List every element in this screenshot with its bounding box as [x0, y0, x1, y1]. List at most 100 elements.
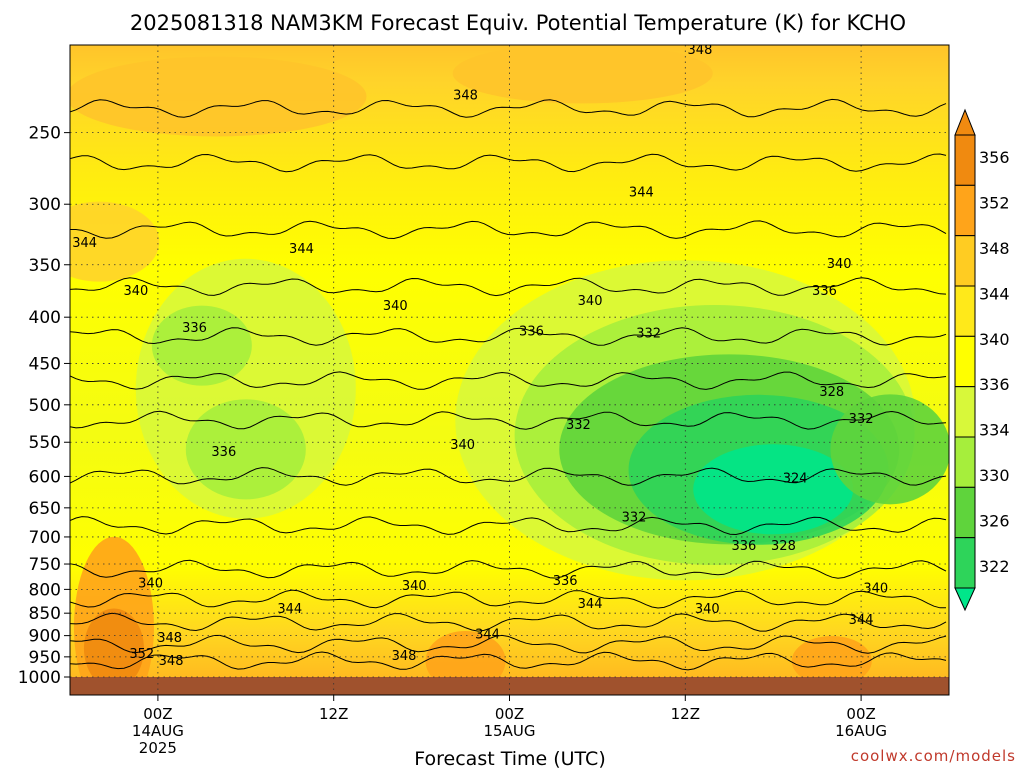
colorbar-extend-top: [954, 108, 976, 136]
y-tick-label: 250: [29, 124, 61, 144]
y-tick-label: 400: [29, 308, 61, 328]
contour-label: 336: [731, 539, 756, 554]
x-axis-label: Forecast Time (UTC): [414, 748, 605, 768]
contour-label: 328: [771, 539, 796, 554]
y-tick-label: 700: [29, 528, 61, 548]
y-tick-label: 350: [29, 256, 61, 276]
contour-label: 348: [392, 649, 417, 664]
plot-area: 348 348 344 344 344 340 340 336 340 340 336 336 332 3…: [70, 45, 949, 695]
contour-label: 332: [636, 326, 661, 341]
contour-line: [70, 516, 947, 536]
contour-line: [70, 371, 947, 390]
contour-line: [70, 612, 947, 632]
contour-label: 344: [277, 602, 302, 617]
y-tick-label: 650: [29, 499, 61, 519]
x-tick-label: 14AUG: [132, 722, 184, 740]
contour-label: 332: [849, 412, 874, 427]
colorbar: 356 352 348 344 340 336 334 330 326 322: [954, 108, 1010, 612]
y-tick-label: 900: [29, 627, 61, 647]
y-tick-label: 500: [29, 396, 61, 416]
x-tick-label: 2025: [139, 739, 177, 757]
colorbar-label: 356: [979, 148, 1010, 167]
colorbar-extend-bottom: [954, 587, 976, 612]
contour-label: 340: [450, 438, 475, 453]
contour-label: 340: [827, 257, 852, 272]
x-tick-label: 00Z: [143, 705, 172, 723]
contour-label: 344: [475, 628, 500, 643]
field-region-13: [70, 56, 367, 137]
colorbar-label: 334: [979, 421, 1010, 440]
y-tick-label: 750: [29, 555, 61, 575]
contour-line: [70, 589, 946, 609]
field-region-1: [151, 305, 252, 386]
contour-label: 352: [129, 647, 154, 662]
field-region-15: [70, 201, 160, 282]
contour-label: 340: [383, 299, 408, 314]
contour-label: 340: [124, 284, 149, 299]
y-tick-label: 300: [29, 195, 61, 215]
contour-label: 340: [695, 602, 720, 617]
colorbar-segment: [954, 386, 976, 438]
colorbar-label: 352: [979, 193, 1010, 212]
colorbar-label: 330: [979, 466, 1010, 485]
contour-label: 344: [578, 597, 603, 612]
contour-label: 332: [566, 418, 591, 433]
y-axis: 250 300 350 400 450 500 550 600 650 700 750 800 850 9…: [18, 124, 70, 688]
contour-label: 344: [849, 613, 874, 628]
contour-line: [70, 220, 947, 240]
contour-label: 332: [622, 511, 647, 526]
colorbar-label: 340: [979, 330, 1010, 349]
contour-label: 336: [211, 445, 236, 460]
contour-label: 344: [289, 242, 314, 257]
contour-label: 340: [863, 581, 888, 596]
field-region-7: [693, 444, 854, 535]
contour-line: [70, 559, 947, 579]
x-tick-label: 16AUG: [835, 722, 887, 740]
colorbar-segment: [954, 335, 976, 388]
x-tick-label: 15AUG: [484, 722, 536, 740]
field-region-10: [83, 608, 144, 689]
y-tick-label: 850: [29, 604, 61, 624]
x-tick-label: 00Z: [846, 705, 875, 723]
contour-label: 344: [72, 236, 97, 251]
contour-line: [70, 327, 947, 346]
colorbar-label: 322: [979, 557, 1010, 576]
colorbar-segment: [954, 235, 976, 287]
y-tick-label: 950: [29, 648, 61, 668]
contour-label: 348: [453, 88, 478, 103]
contour-label: 336: [553, 574, 578, 589]
y-tick-label: 800: [29, 580, 61, 600]
contour-label: 336: [812, 284, 837, 299]
contour-label: 340: [578, 294, 603, 309]
contour-line: [70, 153, 947, 173]
colorbar-label: 326: [979, 512, 1010, 531]
colorbar-segment: [954, 537, 976, 589]
chart-title: 2025081318 NAM3KM Forecast Equiv. Potent…: [130, 11, 906, 35]
gridlines: [70, 45, 949, 695]
y-tick-label: 550: [29, 433, 61, 453]
colorbar-segment: [954, 436, 976, 488]
colorbar-segment: [954, 486, 976, 539]
contour-line: [70, 98, 947, 118]
field-region-8: [830, 394, 949, 505]
contour-labels: 348 348 344 344 344 340 340 336 340 340 336 336 332 3…: [72, 45, 888, 669]
colorbar-segment: [954, 285, 976, 337]
y-tick-label: 450: [29, 354, 61, 374]
contour-label: 348: [157, 631, 182, 646]
contour-label: 328: [819, 385, 844, 400]
colorbar-label: 348: [979, 239, 1010, 258]
contour-label: 324: [783, 472, 808, 487]
contour-label: 336: [519, 325, 544, 340]
contour-line: [70, 634, 947, 654]
contour-label: 344: [629, 186, 654, 201]
x-tick-label: 12Z: [319, 705, 348, 723]
colorbar-segment: [954, 184, 976, 237]
contour-label: 340: [402, 579, 427, 594]
contour-label: 340: [138, 576, 163, 591]
field-region-14: [452, 45, 713, 104]
contour-line: [70, 277, 947, 297]
field-region-2: [185, 399, 306, 500]
contour-line: [70, 467, 947, 486]
